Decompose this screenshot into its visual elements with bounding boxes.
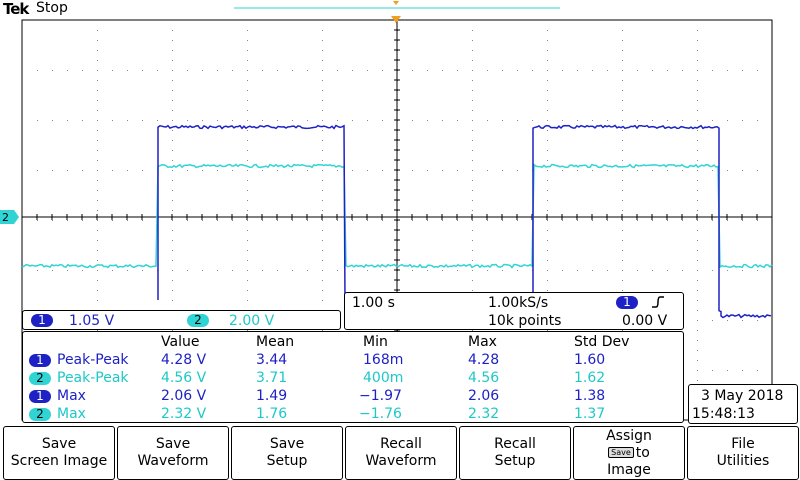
- softkey-label-row: Save to: [608, 445, 650, 462]
- measurement-mean: 3.44: [256, 352, 288, 368]
- measurement-name: Max: [57, 406, 86, 422]
- ch1-waveform: [157, 124, 772, 319]
- measurement-max: 2.06: [468, 388, 500, 404]
- measurement-mean: 3.71: [256, 370, 288, 386]
- softkey-label: Utilities: [716, 453, 770, 469]
- measurement-min: 400m: [363, 370, 404, 386]
- sample-rate: 1.00kS/s: [488, 295, 549, 311]
- save-key-icon: Save: [608, 447, 634, 458]
- softkey-label: Image: [607, 461, 651, 478]
- measurement-min: −1.97: [359, 388, 402, 404]
- ch2-scale: 2.00 V: [229, 313, 275, 329]
- measurement-channel-badge: 2: [29, 372, 51, 385]
- graticule-grid: [21, 19, 773, 421]
- trigger-source-badge: 1: [616, 296, 638, 309]
- column-header-min: Min: [363, 334, 388, 350]
- softkey-label: Setup: [266, 453, 308, 469]
- measurement-value: 2.32 V: [161, 406, 207, 422]
- ch2-ground-marker[interactable]: [0, 210, 19, 224]
- trigger-position-marker: [391, 16, 401, 23]
- column-header-mean: Mean: [256, 334, 295, 350]
- measurement-min: 168m: [363, 352, 404, 368]
- assign-save-to-image-button[interactable]: Assign Save to Image: [573, 426, 685, 480]
- trigger-level: 0.00 V: [622, 313, 668, 329]
- ch1-scale: 1.05 V: [69, 313, 115, 329]
- measurement-mean: 1.49: [256, 388, 288, 404]
- datetime-panel: 3 May 2018 15:48:13: [688, 384, 798, 424]
- time-readout: 15:48:13: [692, 406, 755, 422]
- softkey-label: to: [635, 444, 650, 461]
- file-utilities-button[interactable]: File Utilities: [687, 426, 799, 480]
- softkey-menu: Save Screen Image Save Waveform Save Set…: [0, 426, 800, 480]
- softkey-label: Save: [269, 436, 305, 452]
- status-bar: Tek Stop: [0, 0, 800, 20]
- softkey-label: Save: [155, 436, 191, 452]
- channel-readout-panel: 1 1.05 V 2 2.00 V: [22, 310, 341, 330]
- measurement-name: Peak-Peak: [57, 370, 129, 386]
- timebase-readout-panel: 1.00 s 1.00kS/s 10k points 1 0.00 V: [344, 292, 684, 330]
- measurement-std-dev: 1.60: [574, 352, 606, 368]
- date-readout: 3 May 2018: [701, 388, 784, 404]
- rising-edge-icon: [651, 294, 665, 314]
- measurement-channel-badge: 2: [29, 408, 51, 421]
- softkey-label: Waveform: [365, 453, 437, 469]
- column-header-value: Value: [161, 334, 200, 350]
- ch2-ground-marker-label: 2: [2, 211, 9, 224]
- measurement-panel: Value Mean Min Max Std Dev 1 Peak-Peak 4…: [22, 331, 684, 423]
- softkey-label: File: [731, 436, 755, 452]
- measurement-std-dev: 1.37: [574, 406, 606, 422]
- measurement-min: −1.76: [359, 406, 402, 422]
- measurement-value: 4.56 V: [161, 370, 207, 386]
- measurement-std-dev: 1.38: [574, 388, 606, 404]
- save-screen-image-button[interactable]: Save Screen Image: [3, 426, 115, 480]
- save-waveform-button[interactable]: Save Waveform: [117, 426, 229, 480]
- softkey-label: Assign: [606, 427, 652, 444]
- ch2-waveform: [21, 163, 773, 269]
- recall-waveform-button[interactable]: Recall Waveform: [345, 426, 457, 480]
- measurement-value: 2.06 V: [161, 388, 207, 404]
- measurement-channel-badge: 1: [29, 390, 51, 403]
- save-setup-button[interactable]: Save Setup: [231, 426, 343, 480]
- softkey-label: Recall: [494, 436, 536, 452]
- record-length: 10k points: [488, 313, 562, 329]
- recall-setup-button[interactable]: Recall Setup: [459, 426, 571, 480]
- trigger-position-top-icon: [393, 1, 399, 5]
- measurement-channel-badge: 1: [29, 354, 51, 367]
- measurement-value: 4.28 V: [161, 352, 207, 368]
- measurement-mean: 1.76: [256, 406, 288, 422]
- measurement-name: Max: [57, 388, 86, 404]
- time-per-division: 1.00 s: [352, 295, 395, 311]
- column-header-max: Max: [468, 334, 497, 350]
- measurement-max: 2.32: [468, 406, 500, 422]
- ch2-badge: 2: [187, 314, 209, 327]
- ch1-badge: 1: [31, 314, 53, 327]
- softkey-label: Screen Image: [10, 453, 108, 469]
- softkey-label: Setup: [494, 453, 536, 469]
- measurement-max: 4.28: [468, 352, 500, 368]
- column-header-std-dev: Std Dev: [574, 334, 630, 350]
- measurement-max: 4.56: [468, 370, 500, 386]
- measurement-std-dev: 1.62: [574, 370, 606, 386]
- softkey-label: Waveform: [137, 453, 209, 469]
- softkey-label: Save: [41, 436, 77, 452]
- measurement-name: Peak-Peak: [57, 352, 129, 368]
- acquisition-state: Stop: [36, 0, 68, 16]
- brand-logo: Tek: [3, 0, 29, 18]
- softkey-label: Recall: [380, 436, 422, 452]
